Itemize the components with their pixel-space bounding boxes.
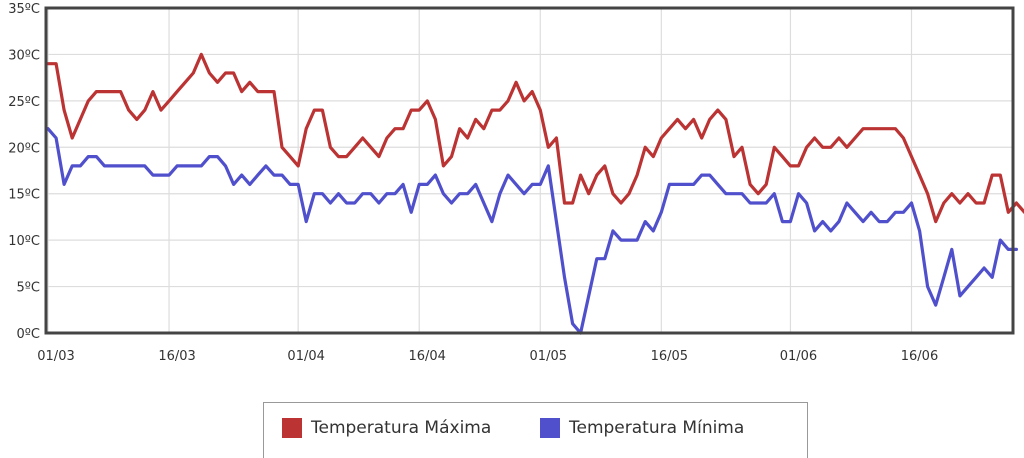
x-tick-label: 01/06 — [780, 349, 817, 364]
x-tick-label: 01/03 — [37, 349, 74, 364]
x-tick-label: 01/05 — [530, 349, 567, 364]
legend-item-max[interactable]: Temperatura Máxima — [282, 418, 491, 438]
y-tick-label: 0ºC — [17, 327, 40, 342]
y-axis-ticks: 0ºC 5ºC 10ºC 15ºC 20ºC 25ºC 30ºC 35ºC — [8, 2, 40, 342]
y-tick-label: 10ºC — [8, 234, 40, 249]
grid — [46, 7, 1013, 334]
series-lines — [46, 52, 1024, 335]
x-tick-label: 01/04 — [287, 349, 324, 364]
x-tick-label: 16/06 — [901, 349, 938, 364]
x-tick-label: 16/05 — [651, 349, 688, 364]
legend-label-max: Temperatura Máxima — [311, 418, 492, 438]
x-tick-label: 16/04 — [408, 349, 445, 364]
y-tick-label: 5ºC — [17, 281, 40, 296]
y-tick-label: 25ºC — [8, 95, 40, 110]
legend-swatch-min — [540, 418, 560, 438]
legend-swatch-max — [282, 418, 302, 438]
y-tick-label: 30ºC — [8, 48, 40, 63]
legend-label-min: Temperatura Mínima — [569, 418, 745, 438]
legend-item-min[interactable]: Temperatura Mínima — [540, 418, 744, 438]
y-tick-label: 15ºC — [8, 188, 40, 203]
legend: Temperatura Máxima Temperatura Mínima — [263, 402, 808, 458]
y-tick-label: 20ºC — [8, 141, 40, 156]
y-tick-label: 35ºC — [8, 2, 40, 17]
x-axis-ticks: 01/03 16/03 01/04 16/04 01/05 16/05 01/06 16/06 — [37, 349, 938, 364]
plot-area-border — [44, 6, 1015, 335]
series-line-max[interactable] — [46, 52, 1024, 224]
x-tick-label: 16/03 — [158, 349, 195, 364]
series-line-min[interactable] — [46, 127, 1019, 335]
